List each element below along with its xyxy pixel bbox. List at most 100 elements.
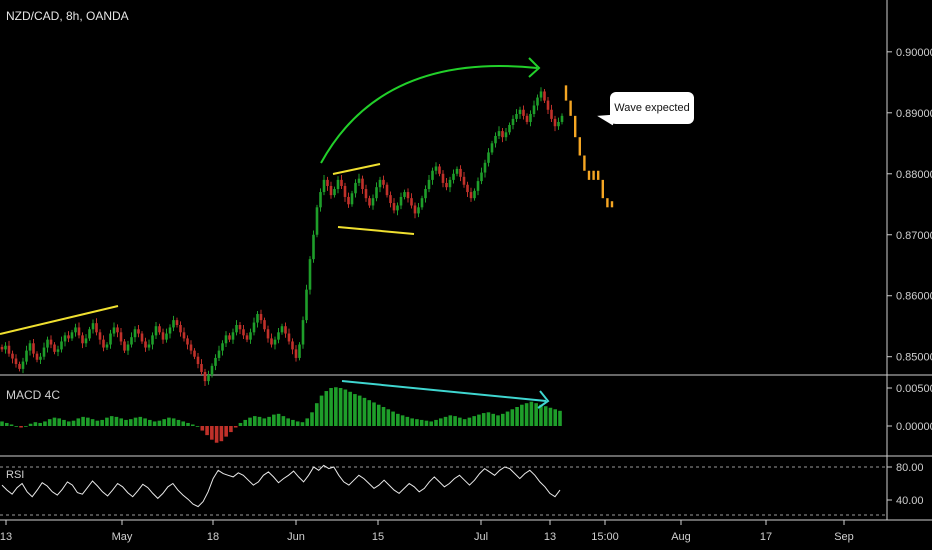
candle-body — [210, 365, 214, 375]
candle-body — [200, 364, 203, 372]
time-tick-label: 13 — [544, 531, 556, 543]
candle-body — [333, 189, 336, 196]
macd-bar — [329, 388, 333, 426]
macd-bar — [33, 422, 38, 426]
macd-bar — [295, 421, 300, 426]
price-tick-label: 0.89000 — [896, 108, 932, 120]
macd-bar — [19, 426, 23, 428]
macd-bar — [548, 407, 553, 426]
candle-body — [175, 320, 179, 325]
candle-body — [221, 343, 224, 351]
candle-body — [550, 109, 553, 119]
candle-body — [431, 170, 434, 180]
candle-body — [403, 192, 406, 197]
candle-body — [294, 349, 298, 358]
macd-bar — [138, 416, 143, 426]
candle-body — [74, 327, 77, 333]
rsi-pane-label: RSI — [6, 469, 25, 481]
candle-body — [11, 353, 14, 359]
macd-bar — [238, 422, 243, 426]
candle-body — [543, 91, 546, 101]
trendline-channel-top — [332, 163, 381, 175]
candle-body — [312, 234, 315, 260]
candle-body — [361, 178, 364, 190]
time-tick-label: 18 — [207, 531, 219, 543]
candle-body — [84, 338, 88, 344]
macd-bar — [43, 421, 47, 426]
price-tick-label: 0.86000 — [896, 291, 932, 303]
candle-body — [553, 118, 557, 127]
candle-body — [168, 327, 172, 334]
macd-bar — [195, 426, 200, 427]
macd-bar — [434, 419, 438, 426]
macd-bar — [510, 409, 515, 426]
macd-bar — [400, 415, 405, 426]
candle-body — [473, 190, 476, 199]
candle-body — [235, 325, 238, 333]
macd-bar — [119, 418, 124, 426]
candle-body — [445, 182, 448, 188]
candle-body — [207, 375, 210, 382]
time-tick-label: Jun — [287, 531, 305, 543]
candle-body — [525, 115, 529, 122]
macd-bar — [477, 414, 481, 426]
candle-body — [539, 91, 543, 98]
macd-bar — [543, 406, 548, 426]
macd-bar — [324, 391, 329, 426]
macd-bar — [76, 418, 81, 426]
candle-body — [438, 166, 441, 174]
candle-body — [392, 203, 396, 211]
macd-bar — [62, 419, 66, 426]
candle-body — [462, 176, 466, 185]
macd-bar — [453, 416, 457, 426]
macd-pane-label: MACD 4C — [6, 388, 61, 402]
macd-bar — [81, 416, 85, 426]
macd-bar — [38, 422, 42, 426]
macd-bar — [243, 419, 248, 426]
candle-body — [536, 97, 539, 106]
time-tick-label: May — [112, 531, 133, 543]
candle-body — [410, 198, 413, 206]
macd-tick-label: 0.00500 — [896, 383, 932, 395]
trendline-channel-bottom — [337, 226, 415, 235]
macd-bar — [429, 421, 434, 426]
candle-body — [347, 196, 350, 205]
macd-bar — [114, 416, 119, 426]
candle-body — [154, 326, 158, 336]
candle-body — [231, 332, 235, 340]
macd-bar — [500, 413, 505, 426]
macd-bar — [262, 418, 267, 426]
macd-bar — [229, 426, 233, 433]
time-tick-label: 15 — [372, 531, 384, 543]
candle-body — [256, 314, 259, 323]
macd-bar — [305, 418, 310, 426]
macd-bar — [462, 419, 467, 426]
candle-body — [441, 173, 445, 183]
wave-callout[interactable]: Wave expected — [610, 92, 694, 124]
macd-bar — [9, 424, 14, 426]
candle-body — [340, 179, 343, 186]
macd-bar — [291, 419, 295, 426]
candle-body — [371, 198, 375, 206]
macd-bar — [0, 421, 4, 426]
candle-body — [109, 333, 112, 345]
macd-bar — [415, 419, 419, 426]
candle-body — [119, 332, 123, 342]
macd-bar — [443, 416, 448, 426]
candle-body — [354, 182, 357, 194]
candle-body — [137, 329, 140, 334]
macd-bar — [396, 413, 400, 426]
candle-body — [196, 356, 200, 365]
candle-body — [91, 323, 95, 330]
macd-bar — [372, 402, 376, 426]
candle-body — [532, 105, 536, 115]
macd-bar — [109, 416, 114, 426]
rsi-tick-label: 40.00 — [896, 495, 924, 507]
candle-body — [32, 343, 35, 354]
candle-body — [546, 100, 550, 110]
macd-bar — [515, 407, 519, 426]
macd-bar — [148, 419, 152, 426]
candle-body — [368, 198, 371, 206]
candle-body — [515, 114, 518, 119]
macd-bar — [334, 387, 338, 426]
